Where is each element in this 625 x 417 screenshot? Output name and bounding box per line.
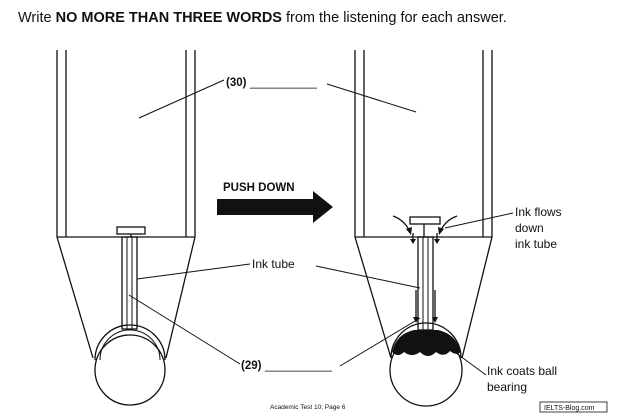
push-down-indicator: PUSH DOWN (217, 182, 333, 223)
label-ink-flows-3: ink tube (515, 237, 557, 251)
instruction-text: Write NO MORE THAN THREE WORDS from the … (18, 10, 507, 26)
label-q29: (29) (241, 360, 262, 372)
pen-barrel-right (354, 50, 493, 238)
ball-bearing-left (94, 334, 166, 406)
ink-coating (392, 330, 461, 356)
push-down-arrow (217, 191, 333, 223)
instruction-emphasis: NO MORE THAN THREE WORDS (55, 10, 282, 26)
label-ink-coats-1: Ink coats ball (487, 364, 557, 378)
label-q30: (30) (226, 77, 247, 89)
label-ink-flows-2: down (515, 221, 544, 235)
pen-cone-right (354, 236, 493, 359)
watermark-text: IELTS-Blog.com (544, 405, 595, 412)
push-down-label: PUSH DOWN (223, 182, 295, 194)
label-ink-tube: Ink tube (252, 257, 295, 271)
instruction-prefix: Write (18, 10, 56, 26)
label-ink-flows-1: Ink flows (515, 205, 562, 219)
ball-socket-left (94, 324, 166, 361)
ink-flow-arrows (392, 215, 458, 323)
pen-cone-left (56, 236, 196, 359)
ink-tube-left (121, 236, 138, 330)
pen-after (354, 50, 493, 407)
pen-barrel-left (56, 50, 196, 238)
plunger-right (409, 216, 441, 237)
watermark-box (539, 401, 608, 413)
label-q29-blank: __________ (264, 358, 332, 372)
ball-socket-right (390, 322, 462, 359)
instruction-suffix: from the listening for each answer. (281, 10, 507, 26)
label-q30-blank: __________ (249, 75, 317, 89)
ink-tube-right (417, 236, 434, 331)
label-ink-coats-2: bearing (487, 380, 527, 394)
page-footer: Academic Test 10; Page 6 (270, 404, 346, 411)
plunger-left (116, 226, 146, 237)
pen-before (56, 50, 196, 406)
